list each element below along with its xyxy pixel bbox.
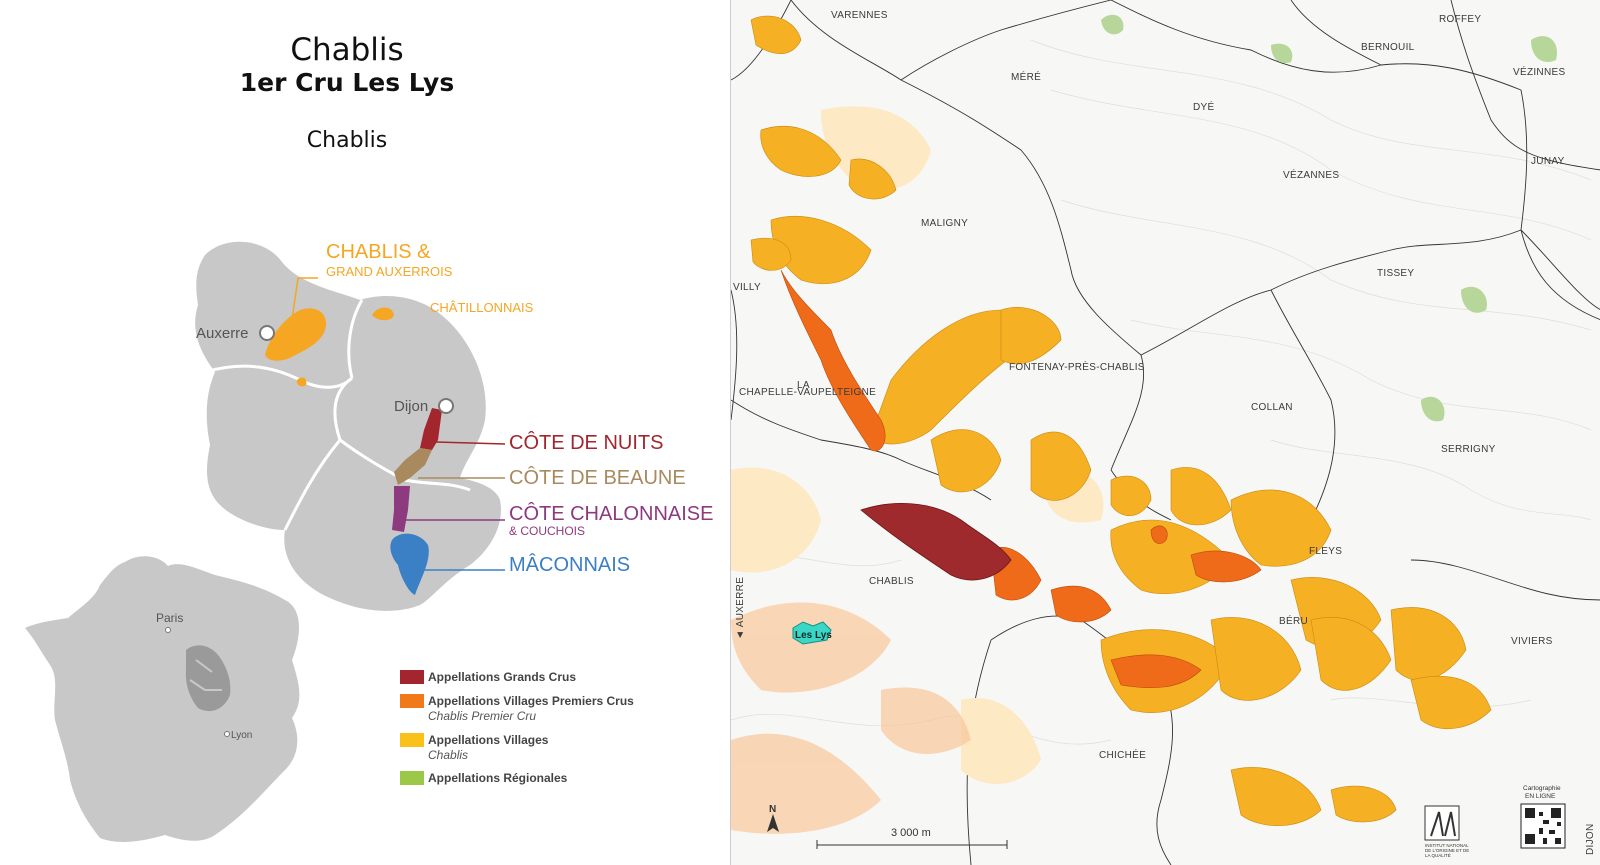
- region-name: Chablis: [306, 128, 388, 153]
- north-arrow-icon: N: [767, 804, 779, 832]
- village-collan: COLLAN: [1251, 402, 1293, 413]
- legend: Appellations Grands Crus Appellations Vi…: [400, 670, 634, 785]
- dijon-marker-icon: [438, 398, 454, 414]
- chablis-detail-map[interactable]: Les Lys VARENNES ROFFEY BERNOUIL VÉZINNE…: [730, 0, 1600, 865]
- legend-sub-premiers-crus: Chablis Premier Cru: [428, 709, 536, 723]
- inao-logo-icon: INSTITUT NATIONAL DE L'ORIGINE ET DE LA …: [1424, 805, 1469, 858]
- village-varennes: VARENNES: [831, 10, 888, 21]
- cote-de-beaune-shape: [394, 448, 432, 485]
- auxerre-marker-icon: [259, 325, 275, 341]
- en-ligne-label: EN LIGNE: [1525, 793, 1556, 800]
- village-chichee: CHICHÉE: [1099, 748, 1146, 761]
- legend-swatch-regionales: [400, 771, 424, 785]
- maconnais-label: MÂCONNAIS: [509, 553, 630, 576]
- village-zones: [731, 106, 1104, 784]
- village-roffey: ROFFEY: [1439, 14, 1481, 25]
- cote-de-nuits-shape: [420, 408, 442, 450]
- chatillonnais-region-shape: [372, 307, 394, 321]
- grand-auxerrois-label: GRAND AUXERROIS: [326, 264, 453, 279]
- village-fleys: FLEYS: [1309, 546, 1342, 557]
- village-dye: DYÉ: [1193, 100, 1214, 113]
- commune-boundaries: [731, 0, 1600, 865]
- village-beru: BÉRU: [1279, 614, 1308, 627]
- dijon-label: Dijon: [394, 398, 428, 415]
- lyon-label: Lyon: [231, 730, 252, 741]
- scale-bar: 3 000 m: [816, 827, 1008, 849]
- appellation-villages-parcels: [750, 15, 1492, 826]
- paris-label: Paris: [156, 611, 183, 625]
- legend-sub-villages: Chablis: [428, 748, 468, 762]
- grands-crus-parcel[interactable]: [860, 503, 1012, 581]
- chatillonnais-label: CHÂTILLONNAIS: [430, 300, 534, 315]
- village-serrigny: SERRIGNY: [1441, 444, 1496, 455]
- inao-line-2: DE L'ORIGINE ET DE: [1425, 848, 1469, 853]
- inao-line-3: LA QUALITÉ: [1425, 852, 1451, 858]
- burgundy-outline: [195, 241, 501, 611]
- chablis-region-shape: [265, 308, 326, 387]
- legend-label-grands-crus: Appellations Grands Crus: [428, 670, 576, 684]
- village-bernouil: BERNOUIL: [1361, 42, 1415, 53]
- page-subtitle: 1er Cru Les Lys: [239, 68, 455, 97]
- legend-label-villages: Appellations Villages: [428, 733, 549, 747]
- direction-dijon: DIJON: [1585, 824, 1596, 856]
- cote-de-nuits-label: CÔTE DE NUITS: [509, 431, 663, 454]
- village-vezannes: VÉZANNES: [1283, 168, 1339, 181]
- village-vezinnes: VÉZINNES: [1513, 65, 1565, 78]
- direction-auxerre: ◄ AUXERRE: [735, 577, 746, 640]
- page-title: Chablis: [290, 32, 404, 68]
- village-junay: JUNAY: [1531, 156, 1565, 167]
- legend-swatch-grands-crus: [400, 670, 424, 684]
- burgundy-regions-map: Auxerre Dijon CHABLIS & GRAND AUXERROIS …: [25, 241, 713, 842]
- legend-label-regionales: Appellations Régionales: [428, 771, 568, 785]
- village-viviers: VIVIERS: [1511, 636, 1553, 647]
- cartographie-label: Cartographie: [1523, 785, 1561, 792]
- scale-label: 3 000 m: [891, 827, 931, 839]
- maconnais-shape: [390, 533, 429, 595]
- regional-green-patches: [1101, 14, 1557, 422]
- village-chapelle: CHAPELLE-VAUPELTEIGNE: [739, 387, 876, 398]
- village-fontenay: FONTENAY-PRÈS-CHABLIS: [1009, 360, 1145, 373]
- couchois-label: & COUCHOIS: [509, 524, 585, 538]
- orange-slopes: [731, 602, 971, 834]
- detail-map-svg[interactable]: Les Lys VARENNES ROFFEY BERNOUIL VÉZINNE…: [731, 0, 1600, 865]
- chablis-region-label: CHABLIS &: [326, 241, 431, 263]
- legend-swatch-villages: [400, 733, 424, 747]
- cote-chalonnaise-label: CÔTE CHALONNAISE: [509, 502, 713, 525]
- auxerre-label: Auxerre: [196, 325, 249, 342]
- les-lys-label: Les Lys: [795, 630, 832, 641]
- les-lys-parcel[interactable]: [792, 621, 832, 645]
- village-mere: MÉRÉ: [1011, 70, 1041, 83]
- village-maligny: MALIGNY: [921, 218, 968, 229]
- france-inset-map: [25, 556, 300, 842]
- village-tissey: TISSEY: [1377, 268, 1414, 279]
- cote-de-beaune-label: CÔTE DE BEAUNE: [509, 466, 686, 489]
- village-villy: VILLY: [733, 282, 761, 293]
- left-panel: Chablis 1er Cru Les Lys Chablis Auxerre …: [0, 0, 728, 865]
- inao-line-1: INSTITUT NATIONAL: [1425, 843, 1469, 848]
- legend-swatch-premiers-crus: [400, 694, 424, 708]
- village-la: LA: [797, 380, 810, 391]
- legend-label-premiers-crus: Appellations Villages Premiers Crus: [428, 694, 634, 708]
- village-chablis: CHABLIS: [869, 576, 914, 587]
- qr-code-icon[interactable]: Cartographie EN LIGNE: [1520, 785, 1566, 849]
- north-label: N: [769, 804, 776, 815]
